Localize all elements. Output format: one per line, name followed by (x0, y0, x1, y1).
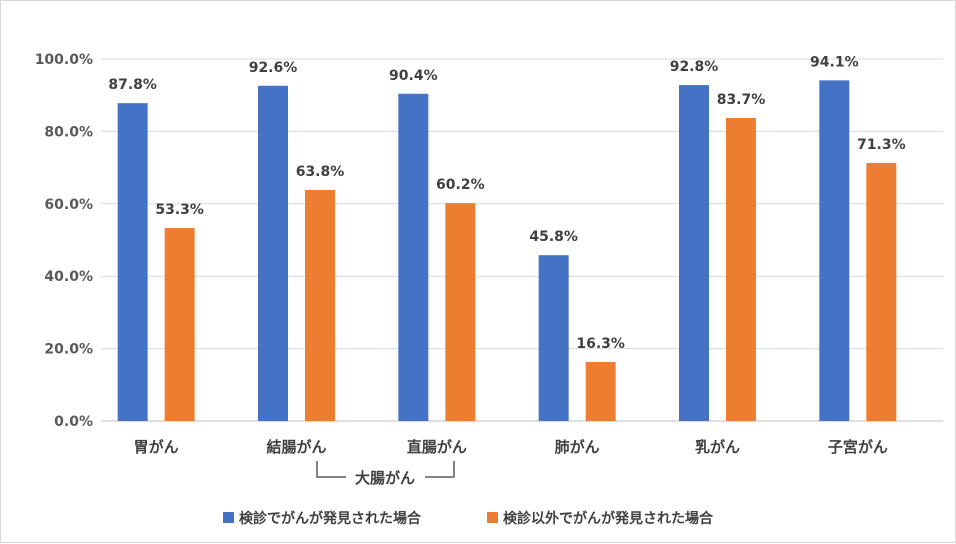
bar-non-screening (585, 361, 616, 421)
y-tick-label: 100.0% (35, 52, 93, 68)
data-label: 71.3% (857, 137, 906, 153)
legend-label: 検診でがんが発見された場合 (239, 510, 422, 527)
gridlines (101, 58, 943, 422)
data-label: 63.8% (296, 164, 345, 180)
legend-swatch (223, 512, 234, 523)
annotation-bracket (316, 461, 455, 478)
bar-non-screening (866, 162, 897, 422)
category-label: 結腸がん (266, 438, 326, 456)
data-label: 53.3% (155, 202, 204, 218)
bar-screening (819, 80, 850, 421)
bar-screening (117, 103, 148, 421)
data-label: 83.7% (717, 92, 766, 108)
bar-non-screening (445, 203, 476, 421)
y-tick-label: 0.0% (54, 414, 93, 430)
bar-non-screening (164, 228, 195, 421)
legend-swatch (487, 512, 498, 523)
data-label: 16.3% (576, 336, 625, 352)
bar-screening (398, 93, 429, 421)
category-label: 子宮がん (828, 438, 888, 456)
data-label: 45.8% (529, 229, 578, 245)
category-label: 乳がん (695, 438, 740, 456)
data-label: 94.1% (810, 54, 859, 70)
category-label: 胃がん (134, 438, 179, 456)
bar-non-screening (726, 118, 756, 422)
data-label: 87.8% (108, 77, 157, 93)
legend-label: 検診以外でがんが発見された場合 (503, 510, 714, 527)
bars (117, 80, 897, 422)
annotation-group: 大腸がん (316, 461, 455, 487)
annotation-label: 大腸がん (355, 469, 415, 487)
data-label: 60.2% (436, 177, 485, 193)
bar-screening (679, 85, 709, 422)
category-label: 肺がん (555, 438, 600, 456)
data-label: 92.8% (670, 59, 719, 75)
y-tick-label: 80.0% (44, 124, 93, 140)
legend: 検診でがんが発見された場合 検診以外でがんが発見された場合 (223, 510, 714, 527)
bar-screening (538, 255, 569, 421)
y-axis-ticks: 0.0% 20.0% 40.0% 60.0% 80.0% 100.0% (35, 52, 93, 430)
y-tick-label: 40.0% (44, 269, 93, 285)
y-tick-label: 60.0% (44, 197, 93, 213)
data-label: 90.4% (389, 68, 438, 84)
y-tick-label: 20.0% (44, 342, 93, 358)
data-labels: 87.8% 53.3% 92.6% 63.8% 90.4% 60.2% 45.8% 16.3%… (108, 54, 905, 352)
bar-screening (258, 85, 288, 422)
category-label: 直腸がん (407, 438, 467, 456)
data-label: 92.6% (249, 60, 298, 76)
x-axis-categories: 胃がん 結腸がん 直腸がん 肺がん 乳がん 子宮がん (134, 438, 888, 456)
bar-non-screening (305, 190, 335, 421)
